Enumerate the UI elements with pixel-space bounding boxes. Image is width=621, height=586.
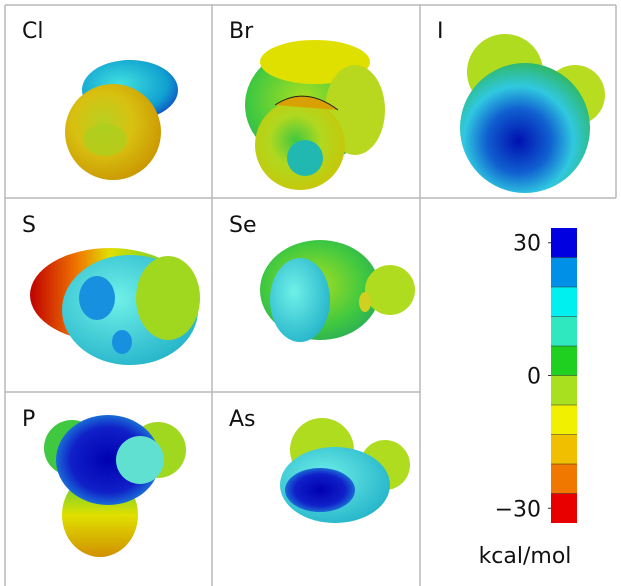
colorbar-tick-label: −30: [495, 497, 541, 522]
colorbar-segment: [551, 464, 577, 494]
colorbar: 30 0 −30 kcal/mol: [479, 228, 577, 569]
panel-label: Se: [229, 213, 257, 238]
molecule-br: [245, 40, 385, 190]
colorbar-segment: [551, 346, 577, 376]
colorbar-segment: [551, 435, 577, 465]
molecule-i: [460, 34, 605, 193]
colorbar-segment: [551, 317, 577, 347]
panel-label: S: [22, 213, 36, 238]
colorbar-segment: [551, 376, 577, 406]
molecule-s: [30, 248, 200, 365]
colorbar-segment: [551, 287, 577, 317]
molecule-cl: [65, 60, 178, 180]
panel-label: As: [229, 407, 256, 432]
molecules: [30, 34, 605, 557]
colorbar-unit: kcal/mol: [479, 544, 572, 569]
colorbar-tick-label: 30: [513, 232, 541, 257]
colorbar-segment: [551, 405, 577, 435]
colorbar-segment: [551, 228, 577, 258]
colorbar-segment: [551, 494, 577, 524]
panel-label: P: [22, 407, 35, 432]
molecule-p: [44, 415, 186, 557]
molecule-se: [260, 240, 415, 342]
panel-label: Br: [229, 19, 254, 44]
molecule-as: [280, 418, 410, 523]
colorbar-tick-label: 0: [527, 365, 541, 390]
panel-label: I: [437, 19, 444, 44]
panel-label: Cl: [22, 19, 43, 44]
figure: Cl Br I S Se P As 30 0 −30 kcal/mol: [0, 0, 621, 586]
colorbar-segment: [551, 258, 577, 288]
